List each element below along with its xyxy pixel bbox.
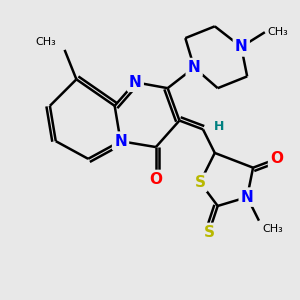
Text: N: N (129, 75, 142, 90)
Text: S: S (203, 225, 214, 240)
Text: N: N (188, 60, 200, 75)
Text: O: O (149, 172, 162, 187)
Text: CH₃: CH₃ (268, 27, 289, 37)
Text: S: S (195, 175, 206, 190)
Text: N: N (114, 134, 127, 149)
Text: O: O (270, 151, 283, 166)
Text: CH₃: CH₃ (262, 224, 283, 234)
Text: CH₃: CH₃ (35, 37, 56, 47)
Text: N: N (241, 190, 253, 205)
Text: H: H (214, 120, 224, 133)
Text: N: N (235, 39, 248, 54)
